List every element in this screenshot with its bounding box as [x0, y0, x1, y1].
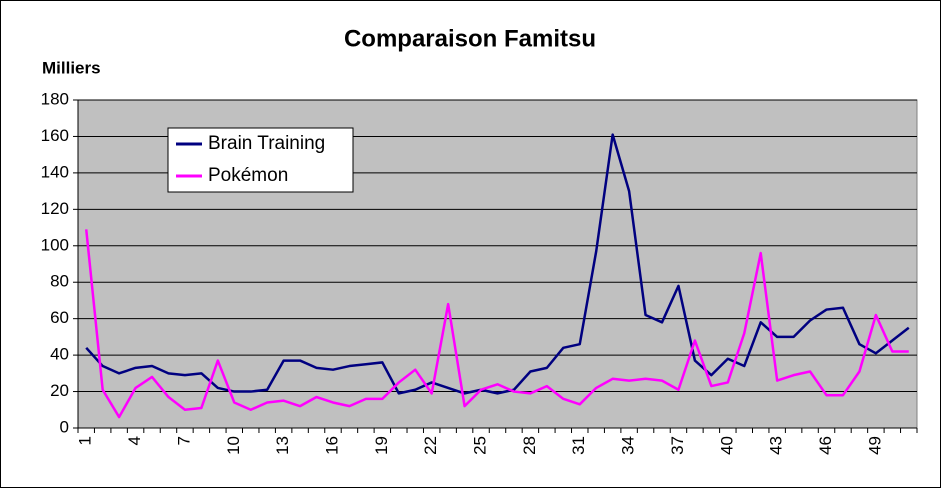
y-tick-label: 20: [50, 381, 69, 400]
chart-title: Comparaison Famitsu: [344, 25, 596, 52]
x-tick-label: 49: [865, 436, 884, 455]
x-tick-label: 22: [421, 436, 440, 455]
x-tick-label: 43: [767, 436, 786, 455]
x-tick-label: 7: [174, 436, 193, 445]
x-tick-label: 10: [224, 436, 243, 455]
y-tick-label: 60: [50, 308, 69, 327]
line-series: [84, 229, 909, 419]
legend-label: Pokémon: [208, 165, 288, 186]
x-tick-label: 34: [619, 436, 638, 455]
y-tick-label: 0: [60, 417, 69, 436]
x-tick-label: 46: [816, 436, 835, 455]
x-tick-label: 31: [569, 436, 588, 455]
x-tick-label: 37: [668, 436, 687, 455]
x-tick-label: 25: [471, 436, 490, 455]
y-tick-label: 120: [41, 199, 69, 218]
y-tick-label: 100: [41, 235, 69, 254]
y-tick-label: 160: [41, 126, 69, 145]
x-tick-label: 1: [76, 436, 95, 445]
legend-box: [167, 127, 354, 193]
x-tick-label: 40: [717, 436, 736, 455]
y-tick-label: 40: [50, 345, 69, 364]
y-tick-label: 180: [41, 89, 69, 108]
y-axis-label: Milliers: [42, 58, 101, 77]
y-tick-label: 80: [50, 272, 69, 291]
x-tick-label: 19: [372, 436, 391, 455]
x-tick-label: 16: [322, 436, 341, 455]
x-tick-label: 4: [125, 436, 144, 445]
x-tick-label: 28: [520, 436, 539, 455]
legend-label: Brain Training: [208, 133, 325, 154]
y-tick-label: 140: [41, 162, 69, 181]
x-tick-label: 13: [273, 436, 292, 455]
